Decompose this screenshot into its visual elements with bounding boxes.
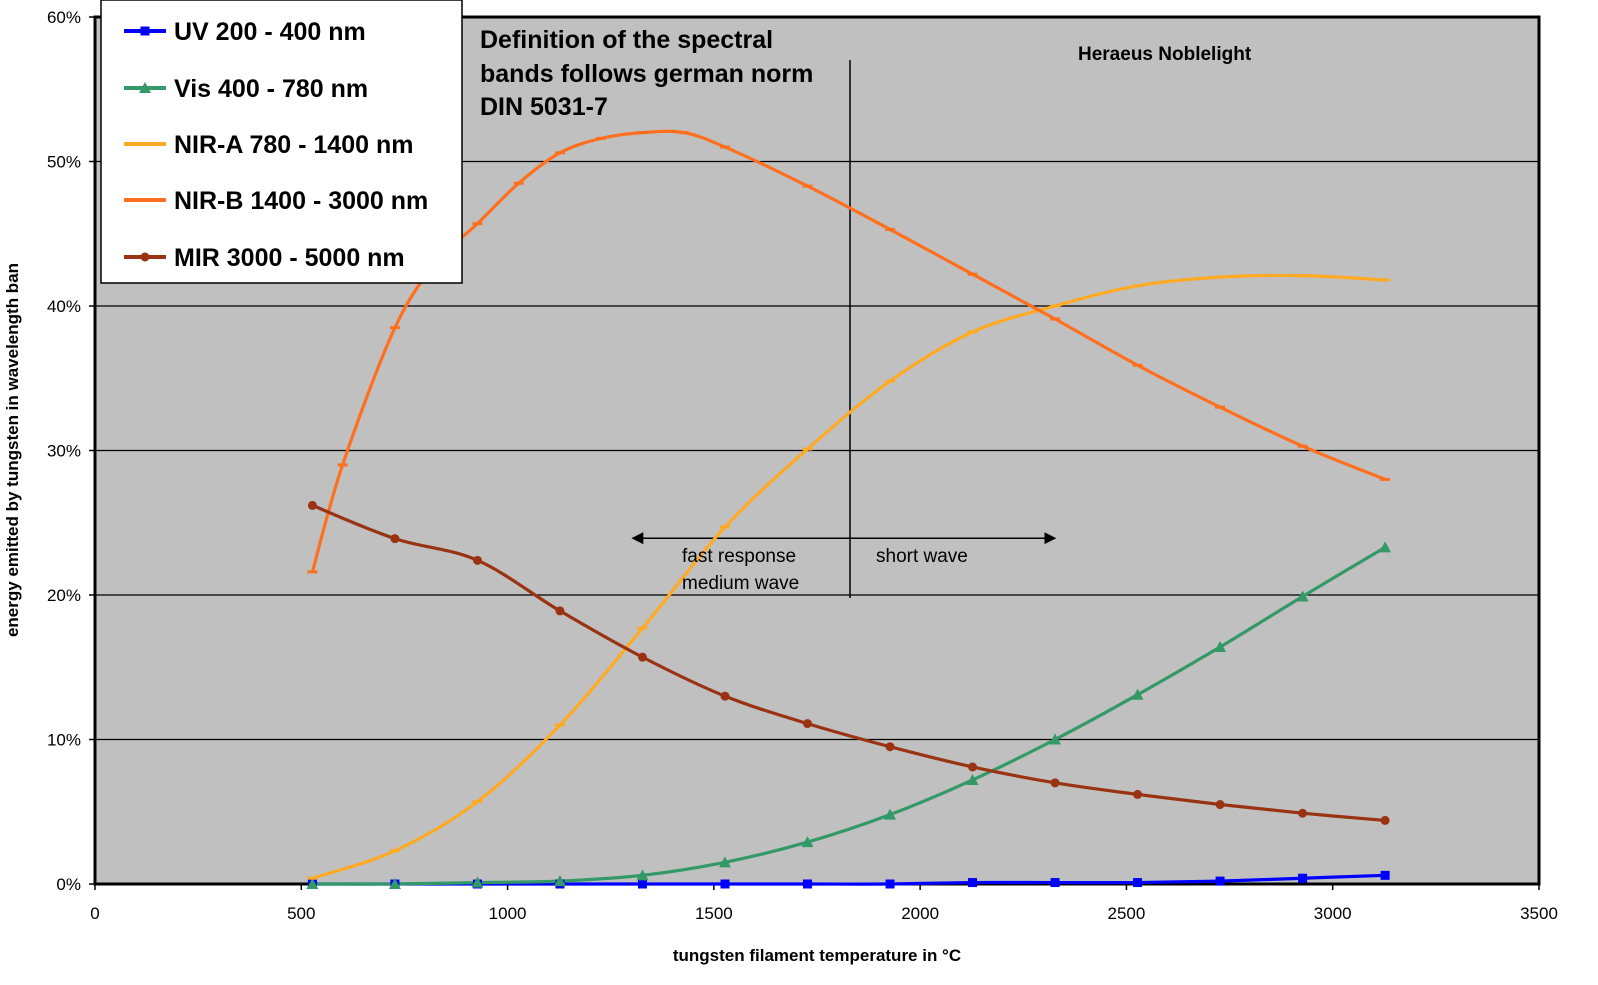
legend-label-4: MIR 3000 - 5000 nm — [174, 244, 405, 272]
series-point — [720, 879, 730, 889]
x-tick-label: 500 — [287, 904, 315, 923]
series-point — [803, 879, 813, 889]
series-point — [637, 879, 647, 889]
definition-line-1: Definition of the spectral — [480, 26, 773, 54]
y-tick-label: 50% — [47, 153, 81, 172]
series-lines — [310, 129, 1386, 886]
series-point — [637, 652, 647, 662]
y-tick-label: 0% — [56, 875, 81, 894]
series-point — [885, 879, 895, 889]
definition-line-2: bands follows german norm — [480, 60, 813, 88]
series-line-3 — [310, 129, 1386, 573]
series-point — [1215, 800, 1225, 810]
y-axis-title: energy emitted by tungsten in wavelength… — [3, 263, 22, 637]
series-line-1 — [312, 545, 1386, 886]
legend-marker-0 — [140, 26, 150, 36]
series-point — [1133, 789, 1143, 799]
x-tick-label: 2500 — [1108, 904, 1146, 923]
series-point — [803, 719, 813, 729]
legend-label-3: NIR-B 1400 - 3000 nm — [174, 187, 428, 215]
y-tick-label: 10% — [47, 731, 81, 750]
brand-label: Heraeus Noblelight — [1078, 44, 1252, 65]
x-tick-label: 0 — [90, 904, 99, 923]
series-point — [1298, 808, 1308, 818]
series-point — [1050, 878, 1060, 888]
y-tick-label: 20% — [47, 586, 81, 605]
series-point — [1380, 815, 1390, 825]
y-tick-label: 40% — [47, 297, 81, 316]
series-point — [1049, 733, 1062, 745]
series-line-4 — [311, 503, 1386, 823]
x-tick-label: 3000 — [1314, 904, 1352, 923]
series-point — [553, 875, 566, 887]
series-point — [1298, 873, 1308, 883]
series-point — [1296, 590, 1309, 602]
fast-response-label: fast response — [682, 546, 796, 567]
y-tick-label: 60% — [47, 8, 81, 27]
series-point — [720, 691, 730, 701]
x-tick-label: 1000 — [489, 904, 527, 923]
series-point — [1214, 641, 1227, 653]
series-point — [472, 555, 482, 565]
x-tick-label: 2000 — [901, 904, 939, 923]
series-point — [1215, 876, 1225, 886]
legend: UV 200 - 400 nm Vis 400 - 780 nm NIR-A 780… — [100, 0, 463, 284]
series-point — [388, 878, 401, 889]
series-point — [1380, 870, 1390, 880]
series-point — [306, 878, 319, 889]
short-wave-label: short wave — [876, 546, 968, 567]
series-line-2 — [311, 273, 1386, 880]
definition-line-3: DIN 5031-7 — [480, 93, 608, 121]
series-point — [390, 534, 400, 544]
legend-label-0: UV 200 - 400 nm — [174, 18, 366, 46]
series-point — [885, 742, 895, 752]
series-markers — [306, 131, 1392, 889]
x-axis-title: tungsten filament temperature in °C — [673, 946, 961, 965]
series-point — [1131, 688, 1144, 700]
series-point — [1133, 878, 1143, 888]
series-point — [966, 773, 979, 785]
series-point — [1379, 541, 1392, 553]
series-point — [884, 808, 897, 820]
x-axis-ticks: 0 500 1000 1500 2000 2500 3000 3500 — [90, 884, 1558, 923]
series-point — [555, 606, 565, 616]
series-point — [718, 856, 731, 868]
y-tick-label: 30% — [47, 442, 81, 461]
series-point — [968, 762, 978, 772]
series-point — [471, 876, 484, 888]
x-tick-label: 1500 — [695, 904, 733, 923]
series-point — [636, 869, 649, 881]
series-point — [1050, 778, 1060, 788]
x-tick-label: 3500 — [1520, 904, 1558, 923]
legend-label-1: Vis 400 - 780 nm — [174, 75, 368, 103]
legend-marker-4 — [140, 252, 150, 262]
legend-marker-1 — [139, 82, 151, 93]
medium-wave-label: medium wave — [682, 573, 799, 594]
series-point — [968, 878, 978, 888]
y-axis-ticks: 0% 10% 20% 30% 40% 50% 60% — [47, 8, 95, 894]
series-point — [801, 836, 814, 848]
series-point — [307, 500, 317, 510]
legend-label-2: NIR-A 780 - 1400 nm — [174, 131, 413, 159]
legend-box — [100, 0, 463, 284]
